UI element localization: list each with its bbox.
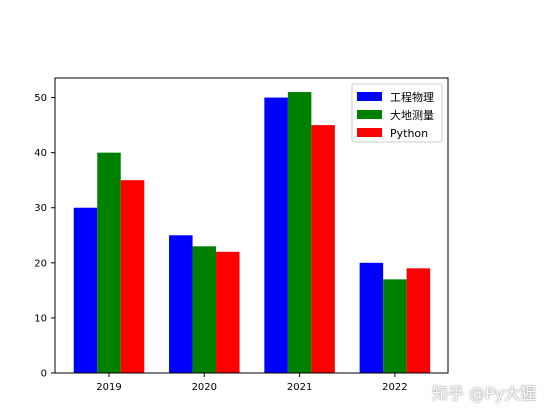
bar <box>287 92 312 374</box>
y-tick-label: 0 <box>41 369 47 380</box>
bars-layer <box>73 92 431 374</box>
watermark-text: 知乎 @Py大猩 <box>432 384 537 403</box>
bar <box>120 180 145 373</box>
legend-swatch <box>357 92 382 101</box>
bar <box>216 251 240 373</box>
x-axis: 2019 2020 2021 2022 <box>96 373 408 393</box>
y-tick-label: 50 <box>34 93 47 104</box>
legend-swatch <box>357 110 382 119</box>
x-tick-label: 2022 <box>382 382 407 393</box>
x-tick-label: 2019 <box>96 382 121 393</box>
bar <box>264 97 288 373</box>
y-tick-label: 40 <box>34 148 47 159</box>
y-tick-label: 20 <box>34 258 47 269</box>
bar <box>383 279 407 373</box>
bar <box>311 125 335 373</box>
legend-swatch <box>357 128 382 137</box>
y-axis: 0 10 20 30 40 50 <box>34 93 55 380</box>
x-tick-label: 2020 <box>192 382 217 393</box>
bar <box>406 268 431 373</box>
legend-label: 大地测量 <box>390 108 434 122</box>
y-tick-label: 30 <box>34 203 47 214</box>
y-tick-label: 10 <box>34 313 47 324</box>
legend-label: Python <box>390 127 428 140</box>
bar <box>73 207 98 373</box>
axes-frame <box>54 77 449 374</box>
bar <box>169 235 193 373</box>
legend-label: 工程物理 <box>390 90 434 104</box>
x-tick-label: 2021 <box>287 382 312 393</box>
bar <box>359 262 384 373</box>
bar <box>192 246 217 373</box>
bar <box>97 152 121 373</box>
